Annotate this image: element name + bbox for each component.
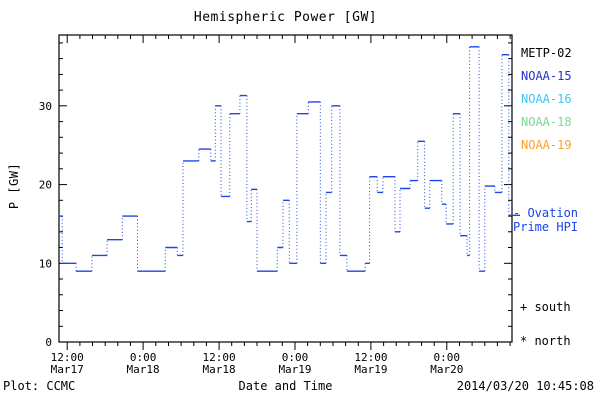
svg-text:Mar18: Mar18	[203, 363, 236, 376]
legend-item-noaa-16: NOAA-16	[521, 92, 572, 106]
svg-text:20: 20	[39, 179, 52, 192]
legend-item-noaa-19: NOAA-19	[521, 138, 572, 152]
svg-text:12:00: 12:00	[51, 351, 84, 364]
plot-timestamp: 2014/03/20 10:45:08	[456, 379, 594, 393]
svg-text:30: 30	[39, 100, 52, 113]
svg-text:Mar19: Mar19	[278, 363, 311, 376]
svg-text:0:00: 0:00	[282, 351, 309, 364]
legend-item-noaa-15: NOAA-15	[521, 69, 572, 83]
svg-text:Mar18: Mar18	[127, 363, 160, 376]
ovation-prime-legend: - Ovation Prime HPI	[513, 206, 578, 234]
chart-title: Hemispheric Power [GW]	[193, 10, 378, 25]
ovation-legend-line2: Prime HPI	[513, 220, 579, 234]
y-axis-label: P [GW]	[7, 162, 21, 210]
ovation-legend-line1: - Ovation	[513, 206, 579, 220]
plot-credit: Plot: CCMC	[3, 379, 76, 393]
svg-text:10: 10	[39, 257, 52, 270]
svg-text:Mar17: Mar17	[51, 363, 84, 376]
north-marker-note: * north	[520, 334, 571, 348]
legend-item-noaa-18: NOAA-18	[521, 115, 572, 129]
south-marker-note: + south	[520, 300, 571, 314]
svg-text:Mar20: Mar20	[430, 363, 463, 376]
svg-text:0:00: 0:00	[130, 351, 157, 364]
svg-text:Mar19: Mar19	[354, 363, 387, 376]
x-axis-label: Date and Time	[238, 379, 333, 393]
svg-text:12:00: 12:00	[203, 351, 236, 364]
svg-text:12:00: 12:00	[354, 351, 387, 364]
svg-text:0:00: 0:00	[434, 351, 461, 364]
satellite-legend: METP-02 NOAA-15 NOAA-16 NOAA-18 NOAA-19	[521, 45, 572, 160]
svg-text:0: 0	[45, 336, 52, 349]
legend-item-metp-02: METP-02	[521, 46, 572, 60]
